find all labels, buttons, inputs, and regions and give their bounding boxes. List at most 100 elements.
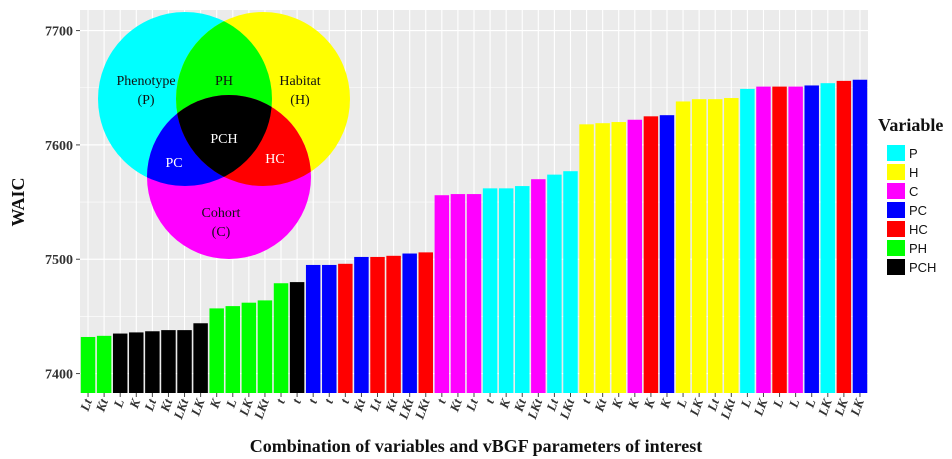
legend-label: C — [909, 184, 918, 199]
x-tick-label: t — [289, 397, 304, 406]
x-tick-label: t — [321, 397, 336, 406]
x-tick-label: LK — [686, 396, 707, 419]
bar-pc — [305, 264, 321, 393]
bar-ph — [225, 306, 241, 393]
legend-label: PC — [909, 203, 927, 218]
venn-label-phenotype-abbr: (P) — [137, 93, 154, 108]
bar-pc — [354, 256, 369, 393]
x-tick-label: K — [608, 396, 626, 411]
bar-p — [515, 186, 530, 393]
bar-pch — [129, 332, 144, 393]
y-axis-title: WAIC — [8, 177, 28, 226]
bar-p — [498, 188, 514, 393]
x-tick-label: Lt — [366, 397, 385, 414]
bar-pc — [322, 264, 337, 393]
bar-ph — [257, 300, 273, 393]
bar-p — [740, 88, 755, 393]
bar-c — [788, 86, 803, 393]
bar-h — [611, 122, 626, 393]
x-tick-label: LK — [187, 396, 208, 419]
venn-diagram: Phenotype (P) Habitat (H) Cohort (C) PH PC HC PCH — [98, 12, 350, 259]
bar-h — [707, 99, 723, 393]
bar-c — [756, 86, 771, 393]
bar-p — [563, 171, 578, 393]
legend-key-h — [887, 164, 905, 180]
bar-pch — [145, 331, 160, 393]
bar-ph — [96, 335, 112, 393]
y-tick-label: 7400 — [45, 368, 73, 383]
bar-hc — [643, 116, 659, 393]
bar-ph — [241, 302, 257, 393]
venn-label-phenotype: Phenotype — [116, 74, 175, 89]
legend-key-ph — [887, 240, 905, 256]
bar-ph — [273, 283, 289, 393]
legend-key-hc — [887, 221, 905, 237]
legend-title: Variable — [878, 115, 943, 135]
bar-pc — [804, 85, 819, 393]
y-tick-label: 7500 — [45, 253, 73, 268]
venn-label-pch: PCH — [210, 132, 237, 147]
bar-h — [691, 99, 707, 393]
x-tick-label: K — [206, 396, 224, 411]
venn-label-cohort: Cohort — [202, 206, 241, 221]
bar-p — [482, 188, 498, 393]
x-tick-label: t — [578, 397, 593, 406]
bar-pch — [193, 323, 208, 393]
x-tick-label: LKt — [170, 397, 191, 422]
venn-label-habitat: Habitat — [279, 74, 320, 89]
bar-p — [820, 83, 836, 393]
x-tick-label: t — [273, 397, 288, 406]
x-tick-label: LK — [750, 396, 771, 419]
bars — [80, 79, 868, 394]
bar-hc — [418, 252, 433, 393]
x-tick-label: t — [433, 397, 448, 406]
bar-c — [434, 195, 450, 393]
bar-ph — [209, 308, 224, 393]
x-tick-label: Kt — [350, 397, 369, 415]
legend-key-pch — [887, 259, 905, 275]
bar-h — [579, 124, 594, 393]
x-tick-label: K — [640, 396, 658, 411]
venn-label-pc: PC — [165, 156, 182, 171]
x-tick-label: Kt — [510, 397, 529, 415]
venn-label-cohort-abbr: (C) — [212, 225, 231, 240]
bar-c — [466, 194, 482, 393]
x-tick-label: LKt — [395, 397, 416, 422]
bar-hc — [836, 80, 852, 394]
bar-h — [724, 98, 739, 393]
x-tick-label: Lt — [704, 397, 723, 414]
bar-pc — [402, 253, 417, 393]
x-tick-label: Kt — [92, 397, 111, 415]
x-tick-label: LKt — [524, 397, 545, 422]
x-tick-label: K — [656, 396, 674, 411]
x-tick-label: LK — [831, 396, 852, 419]
x-tick-label: t — [337, 397, 352, 406]
x-tick-label: Kt — [446, 397, 465, 415]
y-tick-label: 7600 — [45, 139, 73, 154]
bar-h — [595, 123, 610, 394]
x-tick-label: LK — [847, 396, 868, 419]
bar-pc — [659, 115, 675, 393]
x-tick-label: Lt — [543, 397, 562, 414]
y-tick-label: 7700 — [45, 25, 73, 40]
legend-label: PH — [909, 241, 927, 256]
x-tick-label: LK — [814, 396, 835, 419]
legend-label: PCH — [909, 260, 936, 275]
bar-pch — [289, 282, 305, 393]
venn-label-habitat-abbr: (H) — [290, 93, 310, 108]
bar-c — [531, 179, 546, 393]
bar-hc — [370, 256, 385, 393]
bar-pch — [177, 330, 192, 393]
x-tick-label: L — [769, 397, 786, 411]
x-tick-label: Lt — [462, 397, 481, 414]
bar-pch — [112, 333, 128, 393]
x-tick-label: K — [126, 396, 144, 411]
x-tick-label: K — [624, 396, 642, 411]
x-tick-label: LKt — [717, 397, 738, 422]
bar-ph — [80, 336, 96, 393]
x-tick-label: Kt — [382, 397, 401, 415]
x-tick-label: Kt — [591, 397, 610, 415]
